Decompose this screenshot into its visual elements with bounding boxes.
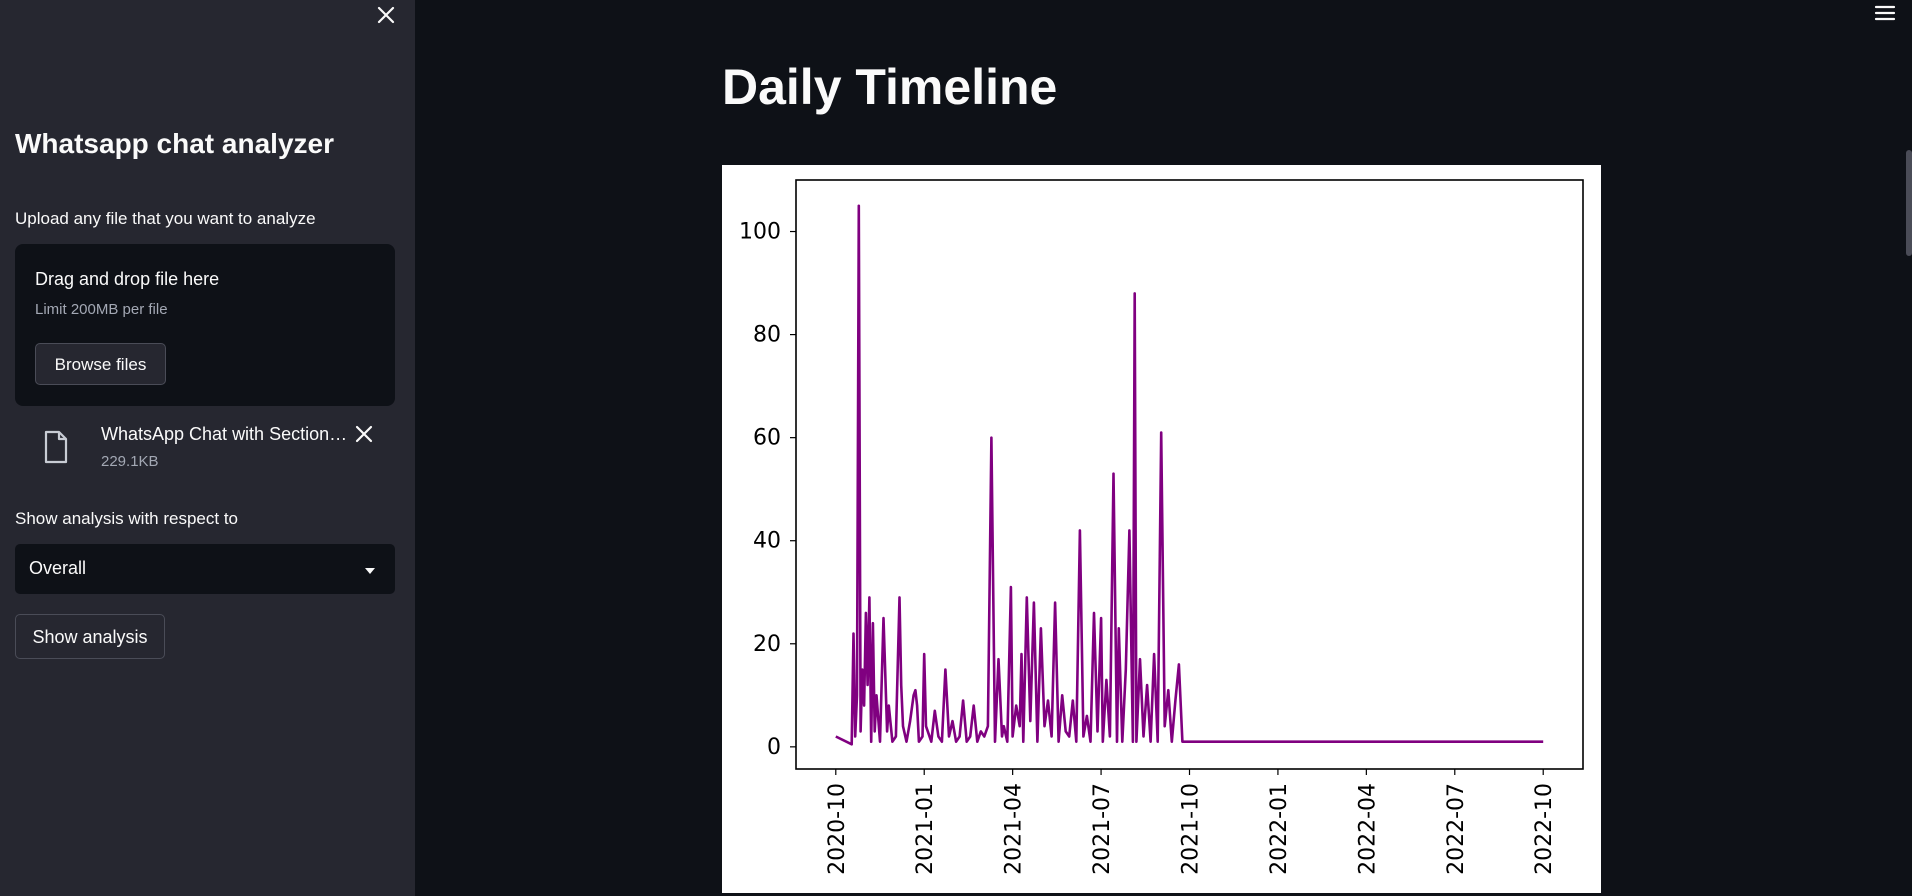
y-tick-label: 0 <box>767 735 781 760</box>
hamburger-menu-icon[interactable] <box>1873 2 1897 24</box>
dropzone-title: Drag and drop file here <box>35 269 220 289</box>
sidebar: Whatsapp chat analyzer Upload any file t… <box>0 0 415 896</box>
app-title: Whatsapp chat analyzer <box>15 128 334 159</box>
file-size: 229.1KB <box>101 453 159 470</box>
page-title: Daily Timeline <box>722 59 1058 115</box>
upload-label: Upload any file that you want to analyze <box>15 209 316 228</box>
browse-files-button[interactable]: Browse files <box>35 343 166 385</box>
file-icon <box>43 430 69 464</box>
series-line-messages <box>835 204 1544 746</box>
file-dropzone[interactable]: Drag and drop file here Limit 200MB per … <box>15 244 395 406</box>
x-tick-label: 2022-01 <box>1267 783 1292 875</box>
x-tick-label: 2022-10 <box>1532 783 1557 875</box>
uploaded-file: WhatsApp Chat with Section… 229.1KB <box>15 420 395 475</box>
x-tick-label: 2021-10 <box>1179 783 1204 875</box>
scrollbar-thumb[interactable] <box>1906 150 1912 256</box>
x-tick-label: 2022-07 <box>1444 783 1469 875</box>
x-tick-label: 2021-04 <box>1002 783 1027 875</box>
dropzone-limit: Limit 200MB per file <box>35 301 168 318</box>
x-tick-label: 2021-01 <box>913 783 938 875</box>
analysis-select-value: Overall <box>29 558 87 578</box>
plot-frame <box>795 179 1584 770</box>
y-tick-label: 60 <box>753 426 781 451</box>
remove-file-icon[interactable] <box>352 422 376 446</box>
chevron-down-icon <box>363 563 377 574</box>
y-tick-label: 20 <box>753 632 781 657</box>
show-analysis-button[interactable]: Show analysis <box>15 614 165 659</box>
analysis-select-label: Show analysis with respect to <box>15 509 238 528</box>
chart-svg: 0 20 40 60 80 100 2020-10 2021-01 2021-04 2021-07… <box>739 179 1584 875</box>
analysis-select[interactable]: Overall <box>15 544 395 594</box>
x-tick-label: 2022-04 <box>1355 783 1380 875</box>
x-tick-label: 2021-07 <box>1090 783 1115 875</box>
file-name: WhatsApp Chat with Section… <box>101 424 348 444</box>
y-tick-label: 80 <box>753 323 781 348</box>
daily-timeline-chart: 0 20 40 60 80 100 2020-10 2021-01 2021-04 2021-07… <box>722 165 1601 893</box>
y-tick-label: 100 <box>739 220 781 245</box>
y-tick-label: 40 <box>753 529 781 554</box>
sidebar-close-icon[interactable] <box>373 2 399 28</box>
x-tick-label: 2020-10 <box>825 783 850 875</box>
